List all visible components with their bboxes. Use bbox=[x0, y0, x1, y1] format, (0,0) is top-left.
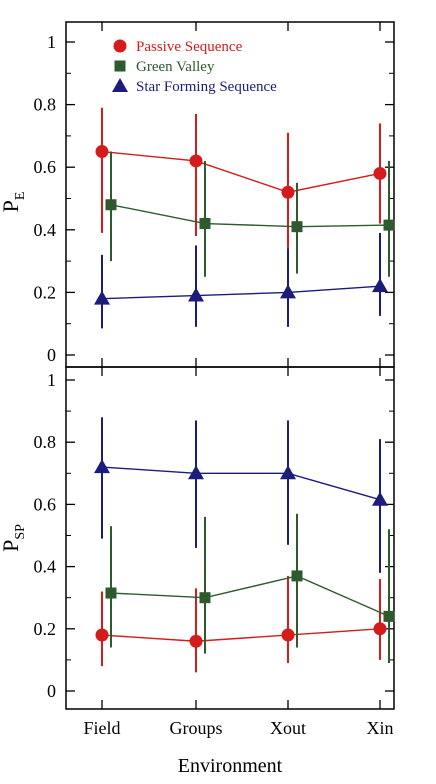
panel1-series-2-point-1 bbox=[188, 465, 204, 480]
panel0-series-0-point-2 bbox=[281, 185, 295, 199]
bottom-ylabel: PSP bbox=[0, 524, 28, 552]
panel0-series-2-point-0 bbox=[94, 290, 110, 305]
panel0-series-2-point-2 bbox=[280, 284, 296, 299]
panel0-series-1-point-0 bbox=[105, 199, 117, 211]
xtick-label-1: Groups bbox=[170, 718, 223, 738]
data-marks bbox=[94, 107, 395, 673]
panel0-series-0-point-1 bbox=[189, 154, 203, 168]
panel0-ytick-label-3: 0.6 bbox=[34, 157, 57, 177]
panel1-series-2-line bbox=[101, 466, 381, 501]
legend: Passive Sequence Green Valley Star Forming… bbox=[112, 39, 277, 95]
panel1-series-1-point-0 bbox=[105, 587, 117, 599]
panel0-series-0-point-3 bbox=[373, 166, 387, 180]
panel0-ytick-label-4: 0.8 bbox=[34, 95, 57, 115]
panel1-series-1-line bbox=[110, 575, 390, 618]
top-ylabel-main: P bbox=[0, 200, 23, 212]
panel1-series-2-point-2 bbox=[280, 465, 296, 480]
xtick-label-3: Xin bbox=[367, 718, 394, 738]
bottom-ylabel-main: P bbox=[0, 540, 23, 552]
top-ylabel: PE bbox=[0, 192, 28, 213]
top-ylabel-sub: E bbox=[13, 192, 28, 201]
legend-label-0: Passive Sequence bbox=[136, 39, 243, 55]
panel0-series-0-point-0 bbox=[95, 145, 109, 159]
panel1-ytick-label-2: 0.4 bbox=[34, 557, 57, 577]
panel1-series-0-line bbox=[101, 628, 381, 642]
panel1-series-0-point-2 bbox=[281, 628, 295, 642]
panel0-ytick-label-0: 0 bbox=[47, 345, 56, 365]
panel1-ytick-label-0: 0 bbox=[47, 681, 56, 701]
panel1-series-0-point-1 bbox=[189, 634, 203, 648]
panel0-series-0-line bbox=[101, 150, 381, 193]
panel0-series-1-point-1 bbox=[199, 218, 211, 230]
bottom-panel-frame bbox=[65, 366, 395, 710]
bottom-ylabel-sub: SP bbox=[13, 524, 28, 540]
panel1-series-2-point-3 bbox=[372, 491, 388, 506]
xtick-label-2: Xout bbox=[270, 718, 306, 738]
panel1-series-0-point-0 bbox=[95, 628, 109, 642]
panel0-ytick-label-2: 0.4 bbox=[34, 220, 57, 240]
xtick-label-0: Field bbox=[83, 718, 120, 738]
legend-marker-1 bbox=[114, 60, 126, 72]
panel1-ytick-label-4: 0.8 bbox=[34, 432, 57, 452]
panel1-series-1-point-3 bbox=[383, 610, 395, 622]
panel0-series-1-point-2 bbox=[291, 221, 303, 233]
panel0-series-1-line bbox=[110, 204, 390, 228]
top-panel-frame bbox=[65, 21, 395, 368]
panel1-ytick-label-3: 0.6 bbox=[34, 494, 57, 514]
panel0-series-2-line bbox=[101, 285, 381, 300]
panel0-series-1-point-3 bbox=[383, 219, 395, 231]
panel0-series-2-point-1 bbox=[188, 287, 204, 302]
panel1-series-2-point-0 bbox=[94, 459, 110, 474]
panel1-ytick-label-5: 1 bbox=[47, 370, 56, 390]
tick-layer: 0 0.2 0.4 0.6 0.8 1 0 0.2 0.4 0.6 0.8 1 Field Groups X… bbox=[34, 22, 394, 738]
legend-label-2: Star Forming Sequence bbox=[136, 79, 277, 95]
panel0-ytick-label-5: 1 bbox=[47, 32, 56, 52]
legend-marker-0 bbox=[113, 39, 127, 53]
legend-marker-2 bbox=[112, 78, 128, 92]
panel1-series-1-point-2 bbox=[291, 570, 303, 582]
xlabel: Environment bbox=[178, 755, 283, 777]
panel1-ytick-label-1: 0.2 bbox=[34, 619, 57, 639]
legend-label-1: Green Valley bbox=[136, 59, 215, 75]
panel0-series-2-point-3 bbox=[372, 278, 388, 293]
panel1-series-0-point-3 bbox=[373, 622, 387, 636]
panel0-ytick-label-1: 0.2 bbox=[34, 282, 57, 302]
panel1-series-1-point-1 bbox=[199, 592, 211, 604]
